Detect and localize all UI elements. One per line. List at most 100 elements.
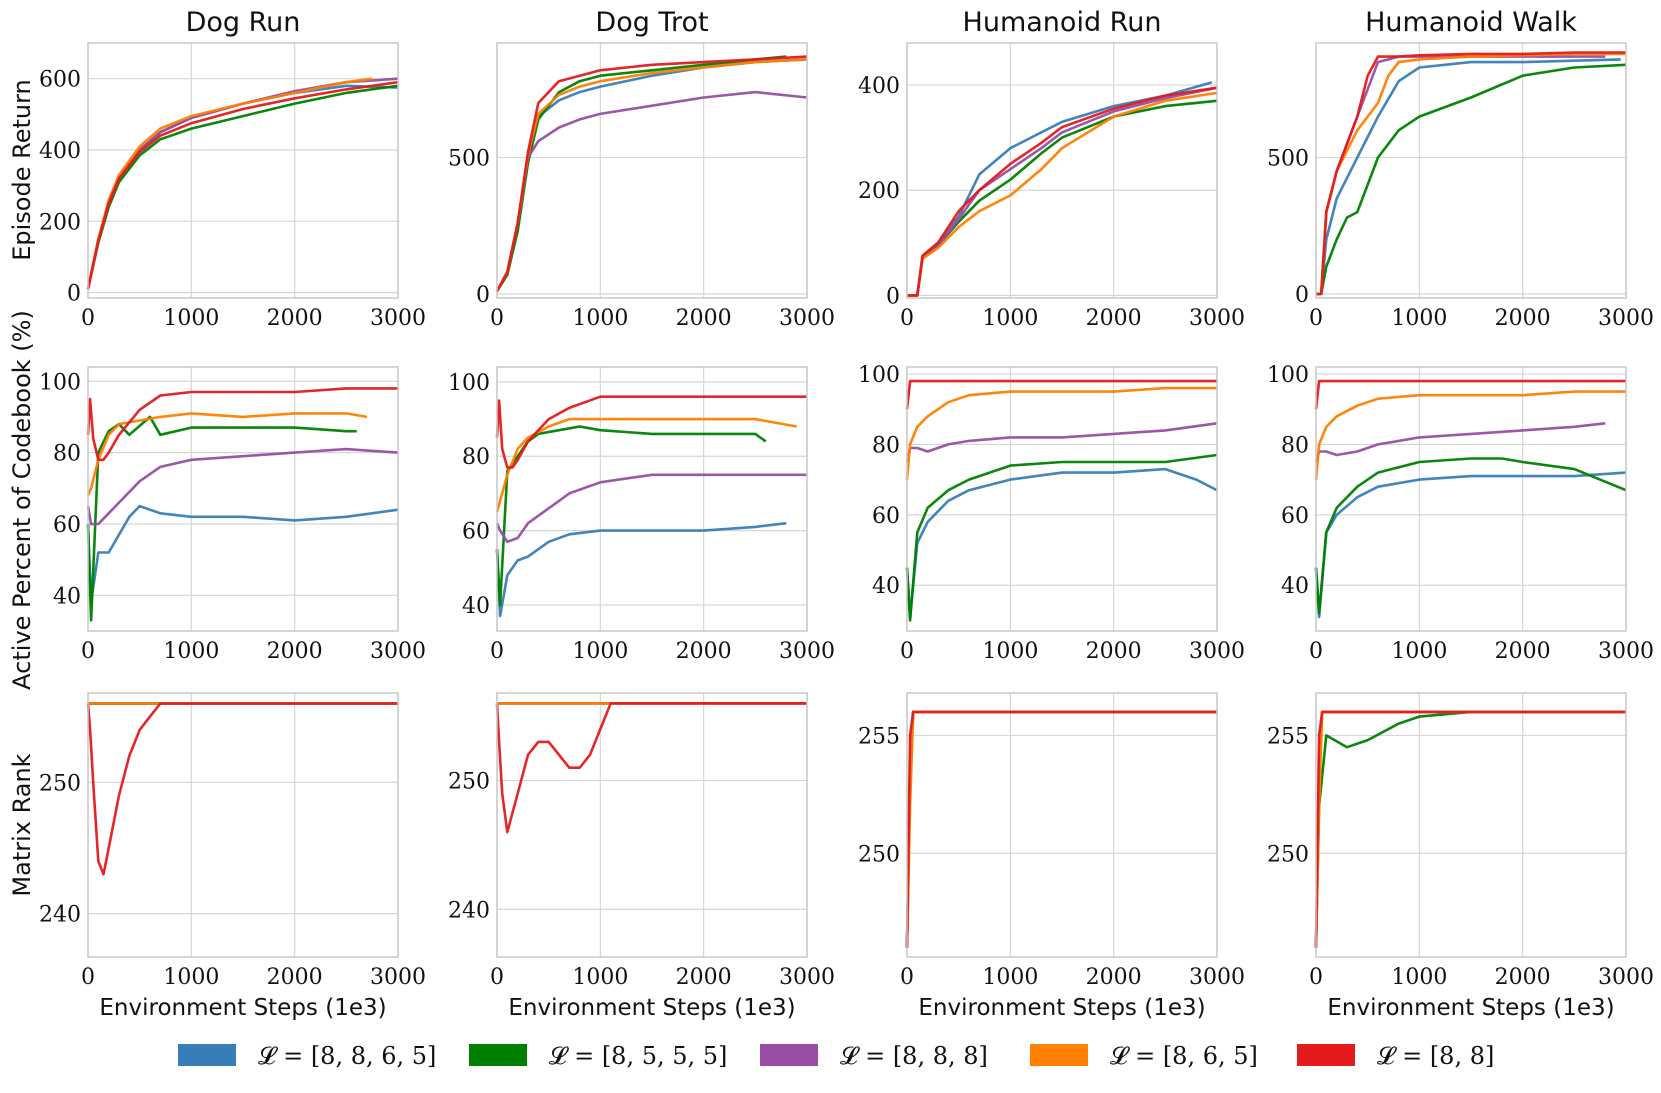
y-tick-label: 0 — [1295, 283, 1309, 308]
x-tick-label: 0 — [900, 639, 914, 664]
x-tick-label: 2000 — [267, 639, 323, 664]
legend-label-1: 𝓛 = [8, 8, 6, 5] — [258, 1042, 436, 1070]
x-tick-label: 3000 — [370, 965, 426, 990]
y-tick-label: 80 — [872, 433, 900, 458]
plot-area — [907, 367, 1217, 631]
panel-0-2: 0 1000 2000 3000 0 200 400 Humanoid Run — [858, 7, 1245, 331]
panel-1-3: 0 1000 2000 3000 40 60 80 100 — [1267, 363, 1654, 664]
series-line-[8,8,8] — [495, 473, 807, 544]
panel-2-1: 0 1000 2000 3000 240 250 Environment Steps (1e… — [448, 692, 835, 1021]
y-tick-label: 0 — [476, 283, 490, 308]
axes-frame — [87, 42, 399, 299]
axes-frame — [906, 42, 1218, 299]
x-tick-label: 0 — [81, 306, 95, 331]
x-tick-label: 3000 — [1598, 639, 1654, 664]
series-line-[8,5,5,5] — [1316, 63, 1627, 296]
legend-swatch-1 — [178, 1044, 236, 1066]
x-tick-label: 3000 — [779, 306, 835, 331]
x-tick-label: 1000 — [982, 965, 1038, 990]
x-tick-label: 0 — [490, 965, 504, 990]
axes-frame — [1315, 366, 1627, 632]
y-tick-label: 400 — [858, 74, 900, 99]
series-line-[8,8,8] — [1314, 422, 1606, 463]
y-tick-label: 250 — [858, 842, 900, 867]
panel-title: Humanoid Walk — [1365, 7, 1577, 38]
series-line-[8,5,5,5] — [495, 55, 787, 292]
y-tick-label: 40 — [1281, 574, 1309, 599]
y-tick-label: 100 — [448, 371, 490, 396]
axes-frame — [1315, 692, 1627, 958]
y-tick-label: 100 — [39, 370, 81, 395]
series-line-[8,8] — [86, 387, 398, 462]
y-tick-label: 40 — [872, 574, 900, 599]
x-axis-label: Environment Steps (1e3) — [508, 995, 795, 1021]
y-tick-label: 250 — [1267, 842, 1309, 867]
x-tick-label: 2000 — [1495, 965, 1551, 990]
x-tick-label: 2000 — [267, 965, 323, 990]
row-label-active-percent: Active Percent of Codebook (%) — [8, 310, 36, 690]
x-tick-label: 1000 — [1391, 965, 1447, 990]
y-tick-label: 500 — [448, 147, 490, 172]
x-tick-label: 1000 — [982, 306, 1038, 331]
plot-area — [497, 43, 807, 298]
panel-title: Dog Trot — [595, 7, 708, 38]
y-tick-label: 250 — [448, 770, 490, 795]
plot-area — [1316, 367, 1626, 631]
y-tick-label: 80 — [462, 445, 490, 470]
series-line-[8,8] — [907, 86, 1218, 297]
y-tick-label: 80 — [53, 442, 81, 467]
x-tick-label: 0 — [81, 639, 95, 664]
plot-area — [88, 693, 398, 957]
panel-1-1: 0 1000 2000 3000 40 60 80 100 — [448, 366, 835, 664]
legend-label-3: 𝓛 = [8, 8, 8] — [840, 1042, 988, 1070]
legend-label-4: 𝓛 = [8, 6, 5] — [1110, 1042, 1258, 1070]
y-tick-label: 240 — [448, 898, 490, 923]
row-label-episode-return: Episode Return — [8, 79, 36, 261]
panel-0-1: 0 1000 2000 3000 0 500 Dog Trot — [448, 7, 835, 331]
series-line-[8,5,5,5] — [495, 425, 767, 607]
panel-2-3: 0 1000 2000 3000 250 255 Environment Steps (1e… — [1267, 692, 1654, 1021]
plot-area — [1316, 43, 1626, 298]
x-tick-label: 3000 — [779, 965, 835, 990]
x-axis-label: Environment Steps (1e3) — [918, 995, 1205, 1021]
plot-area — [497, 693, 807, 957]
x-axis-label: Environment Steps (1e3) — [99, 995, 386, 1021]
legend: 𝓛 = [8, 8, 6, 5] 𝓛 = [8, 5, 5, 5] 𝓛 = [8… — [178, 1042, 1494, 1070]
y-tick-label: 500 — [1267, 147, 1309, 172]
x-axis-label: Environment Steps (1e3) — [1327, 995, 1614, 1021]
y-tick-label: 250 — [39, 771, 81, 796]
x-tick-label: 0 — [900, 965, 914, 990]
y-tick-label: 200 — [39, 210, 81, 235]
x-tick-label: 2000 — [1495, 306, 1551, 331]
x-tick-label: 1000 — [163, 639, 219, 664]
series-line-[8,8,6,5] — [495, 521, 787, 618]
x-tick-label: 1000 — [572, 306, 628, 331]
x-tick-label: 1000 — [982, 639, 1038, 664]
plot-area — [907, 43, 1217, 298]
x-tick-label: 0 — [490, 639, 504, 664]
series-line-[8,8] — [495, 701, 807, 834]
plot-area — [1316, 693, 1626, 957]
axes-frame — [906, 366, 1218, 632]
series-line-[8,8,8] — [905, 422, 1218, 463]
axes-frame — [496, 692, 808, 958]
series-line-[8,8,6,5] — [1316, 58, 1621, 296]
y-tick-label: 40 — [462, 594, 490, 619]
x-tick-label: 3000 — [1598, 965, 1654, 990]
y-tick-label: 60 — [53, 513, 81, 538]
x-tick-label: 0 — [490, 306, 504, 331]
legend-label-2: 𝓛 = [8, 5, 5, 5] — [549, 1042, 727, 1070]
x-tick-label: 0 — [900, 306, 914, 331]
x-tick-label: 3000 — [1189, 965, 1245, 990]
x-tick-label: 2000 — [676, 306, 732, 331]
x-tick-label: 2000 — [676, 639, 732, 664]
x-tick-label: 1000 — [572, 965, 628, 990]
axes-frame — [496, 42, 808, 299]
x-tick-label: 2000 — [1086, 639, 1142, 664]
panel-2-0: 0 1000 2000 3000 240 250 Environment Steps (1e… — [39, 692, 426, 1021]
x-tick-label: 0 — [1309, 965, 1323, 990]
series-line-[8,8] — [86, 80, 399, 290]
series-line-[8,8,6,5] — [86, 504, 399, 604]
series-line-[8,8] — [86, 702, 398, 876]
